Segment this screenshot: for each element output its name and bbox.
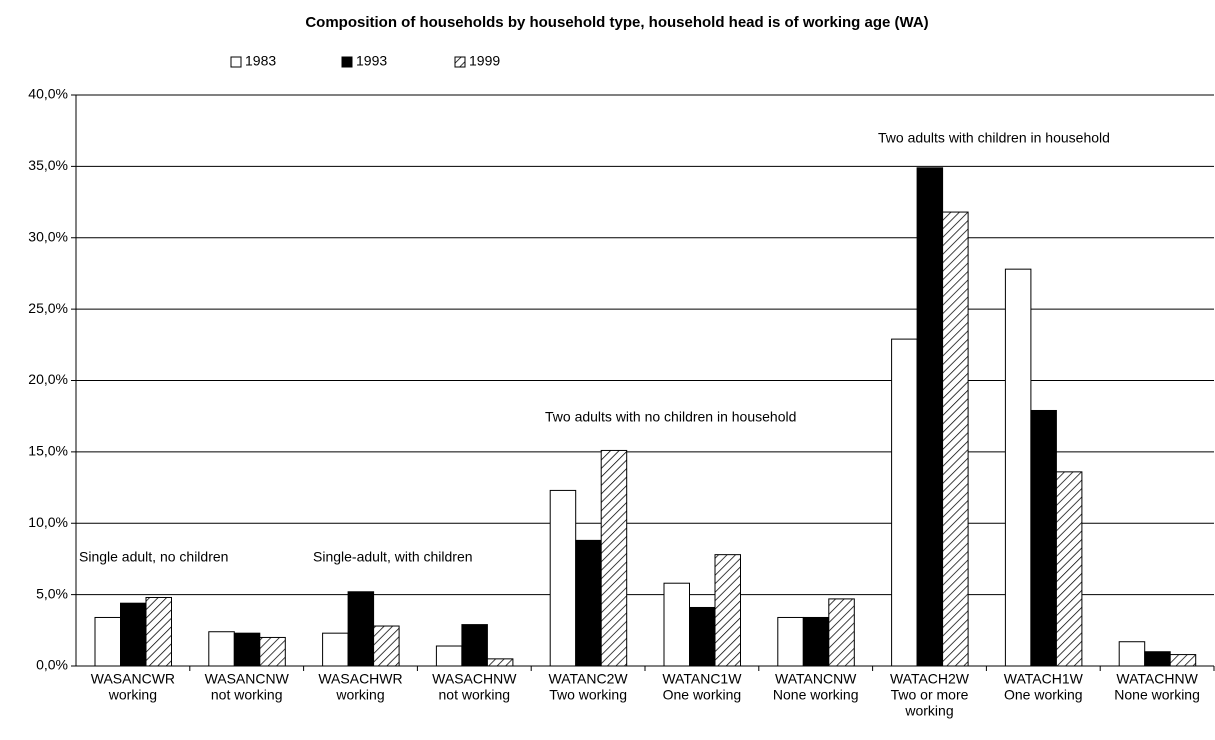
bar (322, 632, 349, 667)
x-tick-label: WASACHNW (432, 671, 517, 687)
x-tick-label: One working (663, 687, 742, 703)
x-tick-label: Two or more (891, 687, 969, 703)
bar (714, 554, 741, 667)
x-tick-label: None working (1114, 687, 1200, 703)
bar (94, 616, 121, 667)
y-tick-label: 30,0% (28, 228, 68, 244)
bar (600, 449, 628, 667)
bar (259, 636, 286, 667)
legend-label: 1999 (469, 53, 500, 69)
x-tick-label: WATACH2W (890, 671, 970, 687)
bar (347, 591, 375, 667)
legend-swatch (341, 56, 353, 68)
bar (942, 211, 969, 667)
bar (689, 606, 716, 667)
bar (575, 539, 602, 667)
bar (208, 631, 235, 667)
annotation: Single-adult, with children (313, 549, 473, 565)
bar (233, 632, 261, 667)
bar (435, 645, 463, 667)
bar (916, 167, 944, 667)
x-tick-label: WATANC2W (549, 671, 629, 687)
x-tick-label: WASANCNW (205, 671, 290, 687)
x-tick-label: working (108, 687, 157, 703)
y-tick-label: 35,0% (28, 157, 68, 173)
y-tick-label: 25,0% (28, 300, 68, 316)
bar (1144, 651, 1171, 667)
bar (1118, 641, 1146, 667)
bar (802, 616, 830, 667)
legend-swatch (230, 56, 242, 68)
y-tick-label: 20,0% (28, 371, 68, 387)
y-tick-label: 5,0% (36, 585, 68, 601)
legend-label: 1983 (245, 53, 276, 69)
x-tick-label: working (904, 703, 953, 719)
x-tick-label: not working (439, 687, 511, 703)
bar (461, 624, 488, 667)
legend-swatch (454, 56, 466, 68)
y-tick-label: 10,0% (28, 514, 68, 530)
bar (549, 489, 577, 667)
x-tick-label: WATACH1W (1004, 671, 1084, 687)
bar (1055, 471, 1083, 667)
bar (373, 625, 400, 667)
bar (891, 338, 918, 667)
y-tick-label: 40,0% (28, 86, 68, 102)
bar (1169, 654, 1197, 667)
bar (828, 598, 855, 667)
bar (120, 602, 147, 667)
x-tick-label: WATANCNW (775, 671, 857, 687)
bar (663, 582, 690, 667)
annotation: Single adult, no children (79, 549, 228, 565)
x-tick-label: Two working (549, 687, 627, 703)
x-tick-label: One working (1004, 687, 1083, 703)
bar (1004, 268, 1032, 667)
x-tick-label: working (335, 687, 384, 703)
bar (777, 616, 804, 667)
bar (486, 658, 514, 667)
annotation: Two adults with no children in household (545, 409, 796, 425)
x-tick-label: WATANC1W (662, 671, 742, 687)
legend-label: 1993 (356, 53, 387, 69)
x-tick-label: WATACHNW (1116, 671, 1198, 687)
chart-title: Composition of households by household t… (305, 14, 928, 31)
x-tick-label: WASANCWR (91, 671, 175, 687)
x-tick-label: not working (211, 687, 283, 703)
y-tick-label: 0,0% (36, 657, 68, 673)
x-tick-label: None working (773, 687, 859, 703)
bar (145, 596, 172, 667)
y-tick-label: 15,0% (28, 443, 68, 459)
annotation: Two adults with children in household (878, 130, 1110, 146)
bar (1030, 409, 1057, 667)
x-tick-label: WASACHWR (318, 671, 402, 687)
